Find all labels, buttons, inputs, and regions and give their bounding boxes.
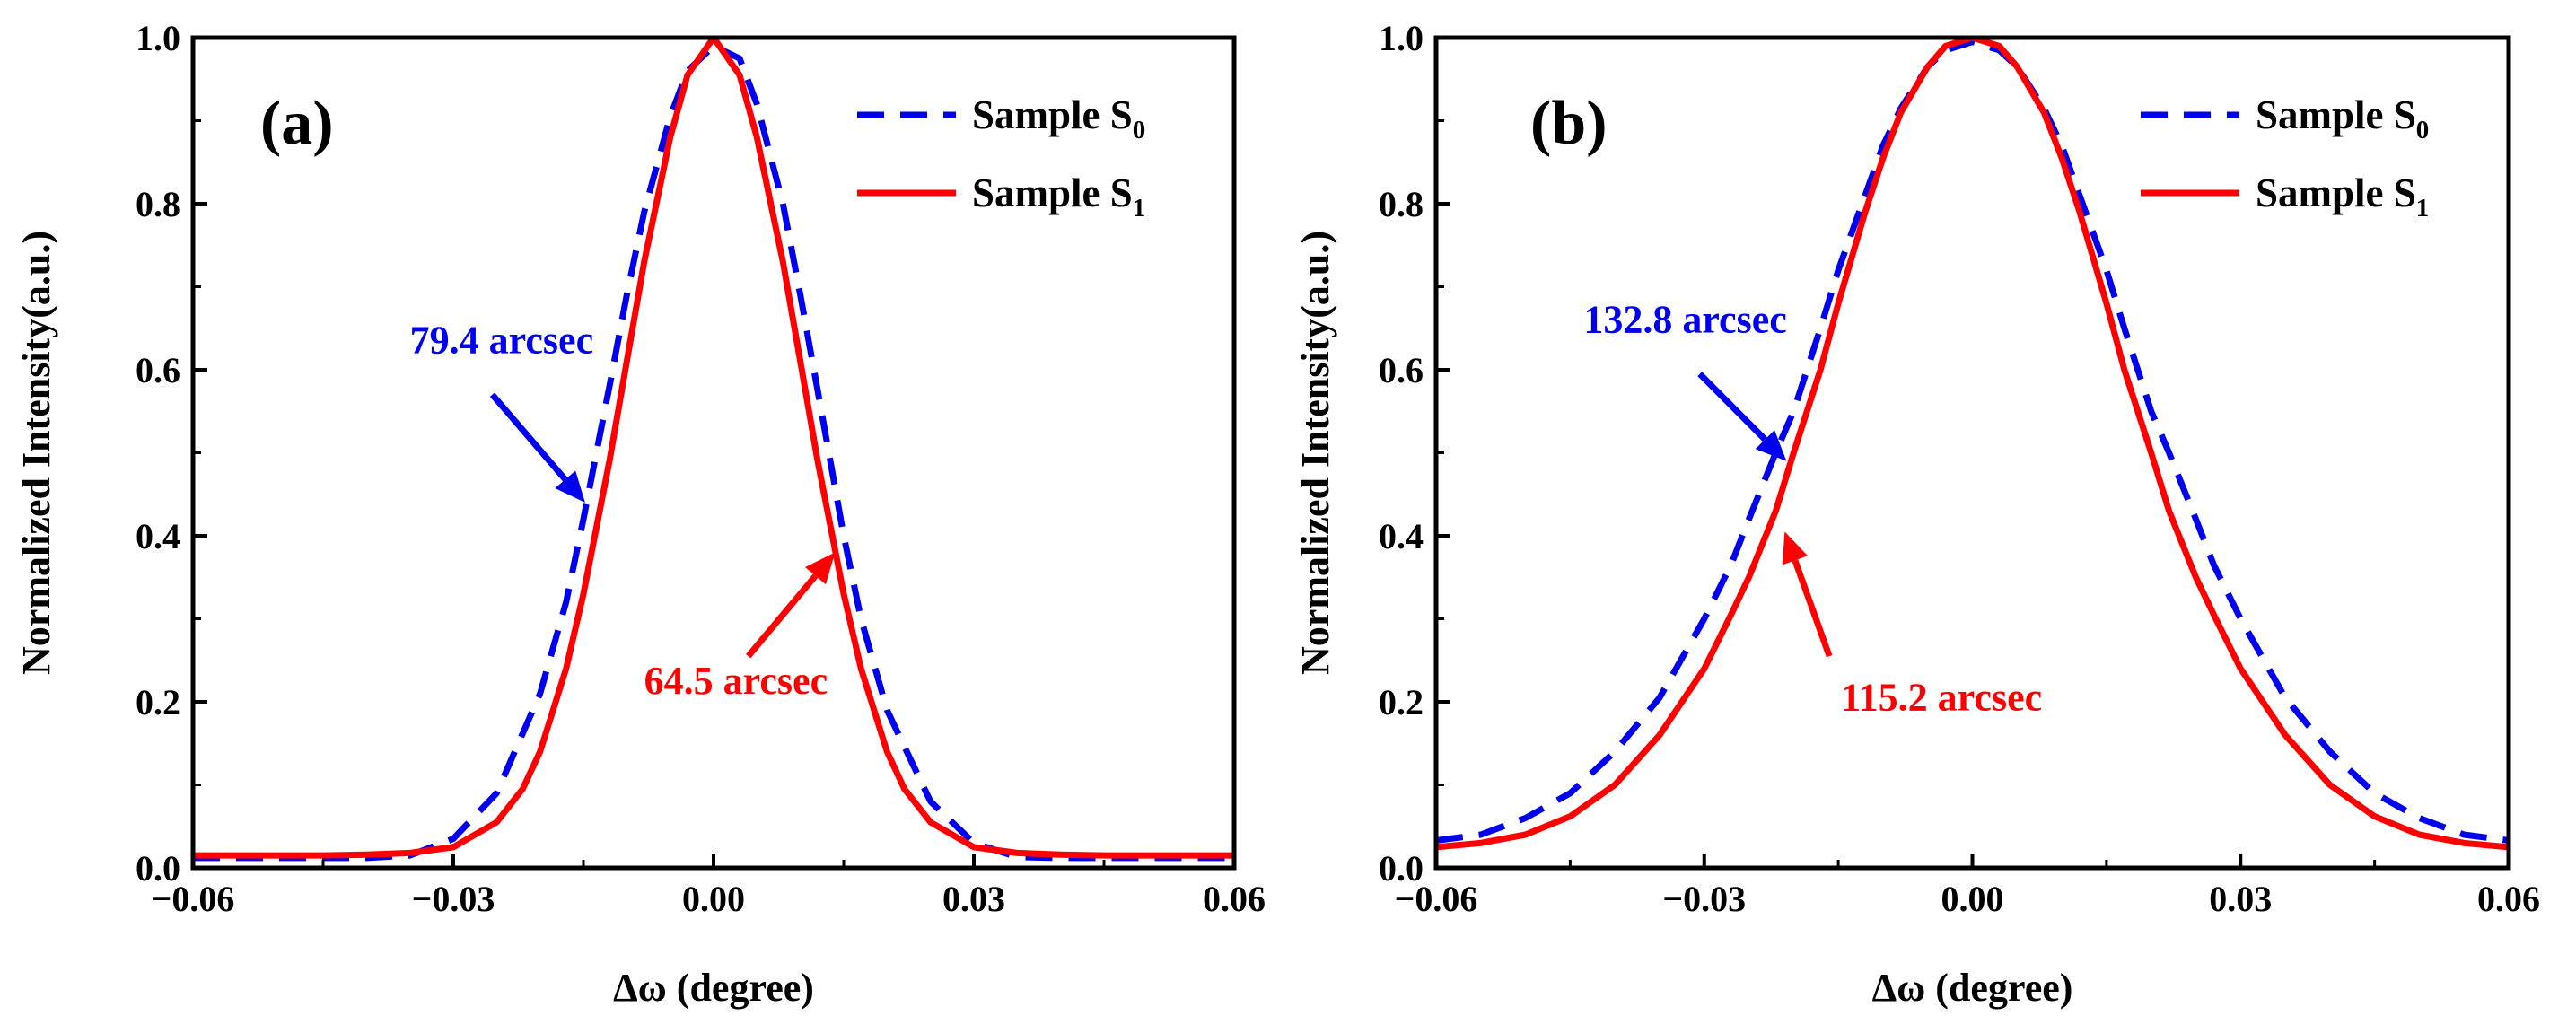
x-axis-title: Δω (degree) <box>1872 966 2073 1010</box>
y-tick-label: 0.4 <box>1379 516 1424 556</box>
x-tick-label: −0.03 <box>1662 879 1746 919</box>
legend-label-sample-s0: Sample S0 <box>972 92 1145 144</box>
y-tick-label: 0.2 <box>136 682 180 722</box>
y-tick-label: 0.2 <box>1379 682 1424 722</box>
y-tick-label: 1.0 <box>1379 18 1424 58</box>
legend-label-subscript: 1 <box>1133 194 1146 223</box>
plot-frame <box>190 35 1237 871</box>
x-tick-label: 0.03 <box>2209 879 2272 919</box>
annotation-arrow-head <box>1782 531 1808 565</box>
series-line-sample-s1 <box>193 38 1234 859</box>
series-line-sample-s1 <box>1436 38 2509 851</box>
annotation-label: 64.5 arcsec <box>644 659 828 703</box>
legend-label-subscript: 0 <box>1133 116 1146 144</box>
y-tick-label: 1.0 <box>136 18 180 58</box>
legend-label-main: Sample S <box>2256 92 2416 137</box>
legend-label-sample-s1: Sample S1 <box>2256 171 2429 223</box>
x-tick-label: 0.00 <box>682 879 745 919</box>
annotation-arrow-shaft <box>745 573 819 659</box>
x-tick-label: −0.06 <box>1395 879 1478 919</box>
series-line-sample-s0 <box>193 42 1234 862</box>
y-tick-label: 0.4 <box>136 516 180 556</box>
x-tick-label: 0.00 <box>1941 879 2004 919</box>
x-tick-label: 0.06 <box>1203 879 1266 919</box>
annotation-arrow-head <box>805 552 836 585</box>
annotation-arrow-shaft <box>1792 559 1833 658</box>
x-tick-label: −0.03 <box>412 879 495 919</box>
annotation-arrow-head <box>1755 430 1787 461</box>
x-tick-label: 0.06 <box>2477 879 2540 919</box>
y-tick-label: 0.8 <box>136 184 180 224</box>
y-tick-label: 0.6 <box>136 350 180 390</box>
y-tick-label: 0.8 <box>1379 184 1424 224</box>
y-tick-label: 0.0 <box>136 848 180 889</box>
annotation-arrow-head <box>555 470 585 503</box>
x-axis-title: Δω (degree) <box>613 966 814 1010</box>
panel-label: (a) <box>260 89 334 158</box>
y-tick-label: 0.6 <box>1379 350 1424 390</box>
legend-label-subscript: 0 <box>2416 116 2430 144</box>
series-line-sample-s0 <box>1436 39 2509 844</box>
panel-b: −0.06 −0.03 0.00 0.03 0.06 0.0 0.2 0.4 0.6 0.8 1.0… <box>1293 18 2540 1010</box>
annotation-arrow-shaft <box>489 392 568 482</box>
legend-label-subscript: 1 <box>2416 194 2430 223</box>
y-axis-title: Normalized Intensity(a.u.) <box>1293 231 1337 675</box>
panel-label: (b) <box>1530 89 1608 158</box>
legend-label-sample-s0: Sample S0 <box>2256 92 2429 144</box>
y-axis-title: Normalized Intensity(a.u.) <box>14 231 58 675</box>
x-tick-label: 0.03 <box>942 879 1005 919</box>
plot-frame <box>1433 35 2511 871</box>
annotation-label: 132.8 arcsec <box>1583 297 1786 341</box>
annotation-label: 79.4 arcsec <box>410 319 593 363</box>
legend-label-main: Sample S <box>972 92 1133 137</box>
legend-label-main: Sample S <box>972 171 1133 215</box>
x-tick-label: −0.06 <box>152 879 235 919</box>
legend-label-sample-s1: Sample S1 <box>972 171 1145 223</box>
annotation-arrow-shaft <box>1697 372 1767 442</box>
panel-a: −0.06 −0.03 0.00 0.03 0.06 0.0 0.2 0.4 0.6 0.8 1.0… <box>14 18 1266 1010</box>
legend-label-main: Sample S <box>2256 171 2416 215</box>
y-tick-label: 0.0 <box>1379 848 1424 889</box>
annotation-label: 115.2 arcsec <box>1841 675 2042 719</box>
